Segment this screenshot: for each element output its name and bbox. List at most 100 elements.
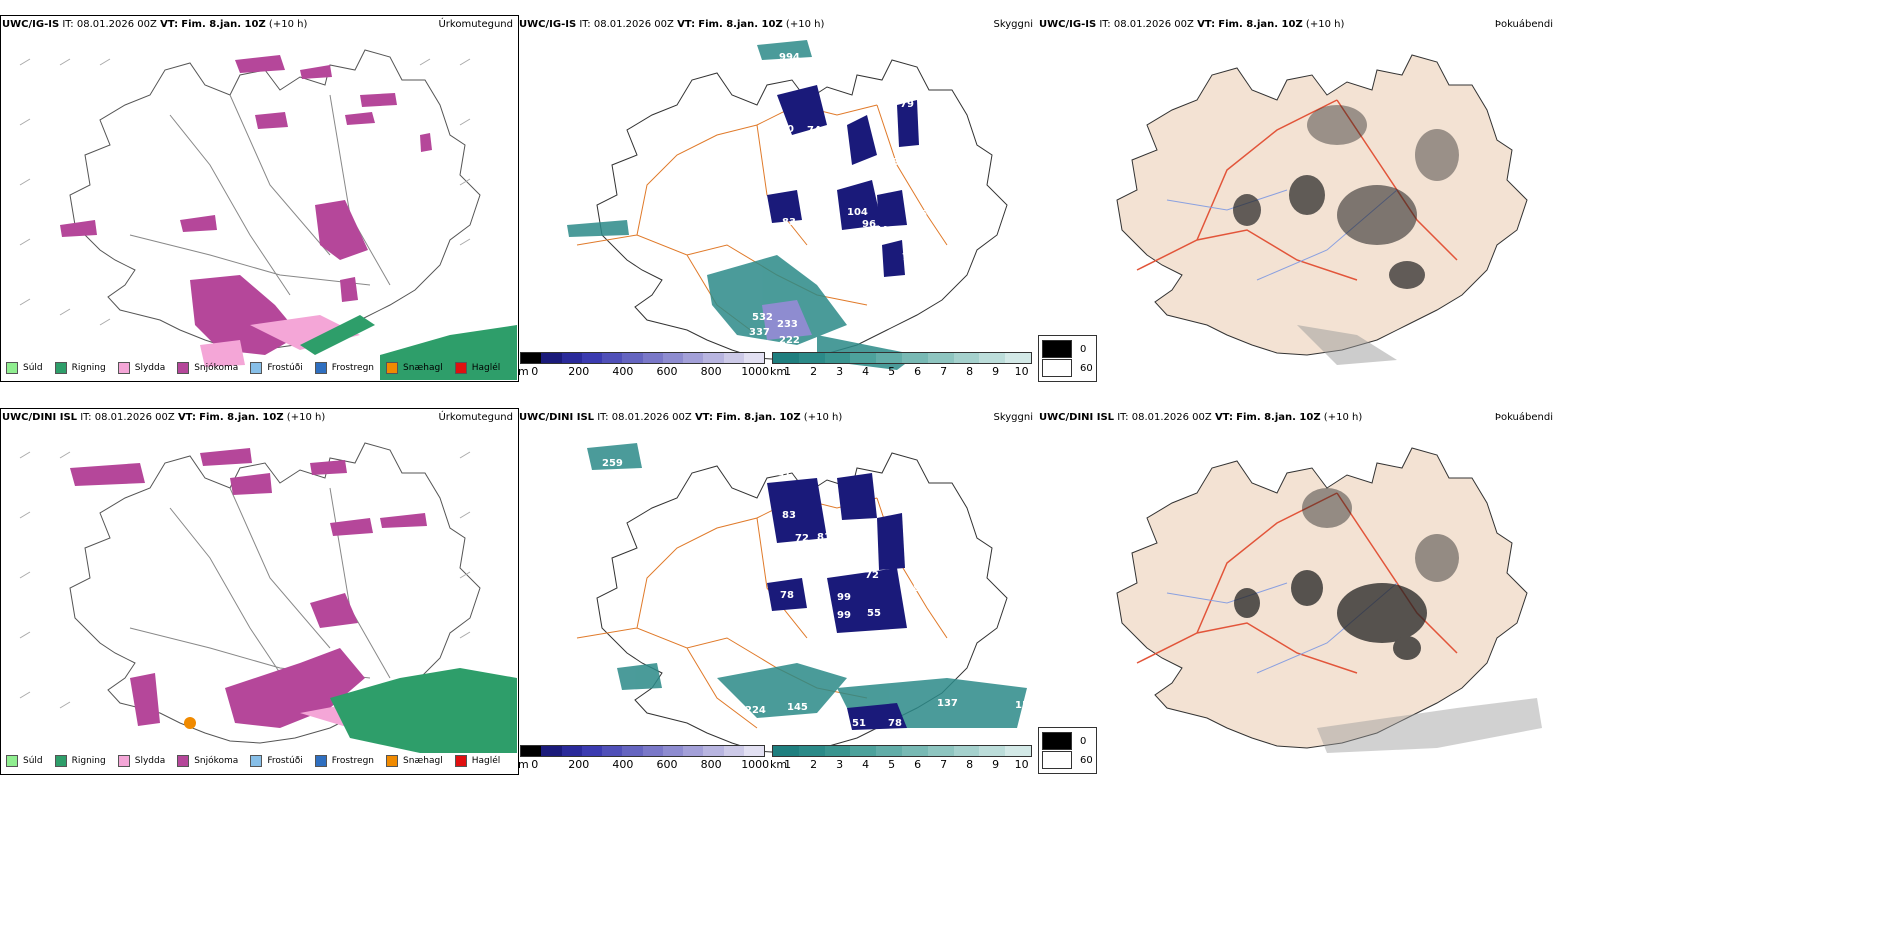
colorbar-cell xyxy=(723,746,744,756)
product-title: Úrkomutegund xyxy=(438,412,513,423)
model-name: UWC/IG-IS xyxy=(1039,19,1097,30)
visibility-value-label: 117 xyxy=(837,229,858,240)
legend-item: Frostúði xyxy=(250,755,303,767)
colorbar-tick: 5 xyxy=(888,365,896,378)
colorbar-cell xyxy=(798,353,825,363)
legend-label: Súld xyxy=(23,363,43,373)
fog-map-1 xyxy=(1116,54,1528,365)
vt-value: Fim. 8.jan. 10Z xyxy=(181,19,266,30)
precip-legend-2: Súld Rigning Slydda Snjókoma Frostúði Frostre… xyxy=(6,755,500,767)
vt-value: Fim. 8.jan. 10Z xyxy=(199,412,284,423)
visibility-value-label: 532 xyxy=(752,312,773,323)
lead-time: (+10 h) xyxy=(785,19,825,30)
colorbar-tick: 600 xyxy=(656,758,678,771)
panel-header-2a: UWC/DINI ISL IT: 08.01.2026 00Z VT: Fim.… xyxy=(2,412,325,423)
visibility-value-label: 145 xyxy=(787,702,808,713)
colorbar-cell xyxy=(521,746,542,756)
visibility-value-label: 72 xyxy=(795,533,809,544)
fog-key-2: 0 60 xyxy=(1038,727,1097,774)
visibility-value-label: 74 xyxy=(874,225,888,236)
visibility-value-label: 86 xyxy=(913,209,927,220)
legend-swatch xyxy=(250,755,263,767)
model-name: UWC/IG-IS xyxy=(519,19,577,30)
visibility-value-label: 233 xyxy=(777,319,798,330)
colorbar-cell xyxy=(561,353,582,363)
colorbar-cell xyxy=(703,353,724,363)
visibility-value-label: 87 xyxy=(913,583,927,594)
colorbar-tick: 200 xyxy=(568,758,590,771)
colorbar-unit: m xyxy=(518,365,529,378)
lead-time: (+10 h) xyxy=(286,412,326,423)
colorbar-cell xyxy=(979,353,1006,363)
lead-time: (+10 h) xyxy=(803,412,843,423)
value-labels-2: 259 91 83 72 81 145 78 99 99 55 72 130 80 87 137 145 51 7… xyxy=(602,458,1036,729)
fog-key-row: 60 xyxy=(1042,359,1093,377)
visibility-value-label: 74 xyxy=(807,125,821,136)
precip-type-map-1 xyxy=(0,15,517,380)
fog-key-label: 60 xyxy=(1080,754,1093,766)
legend-swatch xyxy=(117,755,130,767)
visibility-colorbar-2: km 1 2 3 4 5 6 7 8 9 10 xyxy=(770,745,1032,771)
legend-swatch xyxy=(250,362,263,374)
legend-swatch xyxy=(177,755,190,767)
legend-swatch xyxy=(117,362,130,374)
panel-visibility-2: 259 91 83 72 81 145 78 99 99 55 72 130 80 87 137 145 51 7… xyxy=(517,408,1037,773)
vt-label: VT: xyxy=(177,412,196,423)
model-name: UWC/IG-IS xyxy=(2,19,60,30)
it-label: IT: xyxy=(579,19,591,30)
colorbar-cell xyxy=(850,353,877,363)
panel-header-2c: UWC/DINI ISL IT: 08.01.2026 00Z VT: Fim.… xyxy=(1039,412,1362,423)
model-name: UWC/DINI ISL xyxy=(519,412,595,423)
vt-label: VT: xyxy=(160,19,179,30)
legend-item: Slydda xyxy=(117,755,166,767)
legend-item: Rigning xyxy=(54,755,106,767)
legend-swatch xyxy=(177,362,190,374)
cloudbase-colorbar-1: m 0 200 400 600 800 1000 xyxy=(518,352,769,378)
colorbar-cell xyxy=(901,746,928,756)
precip-legend-1: Súld Rigning Slydda Snjókoma Frostúði Frostre… xyxy=(6,362,500,374)
panel-header-1c: UWC/IG-IS IT: 08.01.2026 00Z VT: Fim. 8.… xyxy=(1039,19,1344,30)
legend-label: Frostregn xyxy=(331,756,375,766)
colorbar-tick: 10 xyxy=(1014,758,1029,771)
colorbar-cell xyxy=(824,746,851,756)
visibility-value-label: 137 xyxy=(937,698,958,709)
colorbar-cell xyxy=(901,353,928,363)
visibility-value-label: 80 xyxy=(872,662,886,673)
visibility-value-label: 91 xyxy=(777,470,791,481)
visibility-value-label: 104 xyxy=(847,207,868,218)
colorbar-tick: 9 xyxy=(992,365,1000,378)
panel-header-1a: UWC/IG-IS IT: 08.01.2026 00Z VT: Fim. 8.… xyxy=(2,19,307,30)
colorbar-unit: m xyxy=(518,758,529,771)
colorbar-cell xyxy=(662,746,683,756)
legend-swatch xyxy=(314,755,327,767)
colorbar-tick: 0 xyxy=(531,365,539,378)
vt-value: Fim. 8.jan. 10Z xyxy=(1218,19,1303,30)
fog-key-swatch xyxy=(1042,340,1072,358)
colorbar-cell xyxy=(541,746,562,756)
cloudbase-bar xyxy=(520,352,765,364)
legend-swatch xyxy=(6,362,18,374)
legend-item: Súld xyxy=(6,755,43,767)
visibility-colorbar-1: km 1 2 3 4 5 6 7 8 9 10 xyxy=(770,352,1032,378)
it-value: 08.01.2026 00Z xyxy=(94,412,175,423)
colorbar-cell xyxy=(683,353,704,363)
vt-label: VT: xyxy=(677,19,696,30)
product-title: Þokuábendi xyxy=(1494,412,1553,423)
legend-label: Rigning xyxy=(71,363,106,373)
legend-item: Rigning xyxy=(54,362,106,374)
colorbar-cell xyxy=(521,353,542,363)
colorbar-tick: 8 xyxy=(966,758,974,771)
colorbar-tick: 1 xyxy=(784,758,792,771)
colorbar-cell xyxy=(927,746,954,756)
visibility-ticks: km 1 2 3 4 5 6 7 8 9 10 xyxy=(770,757,1032,771)
fog-key-row: 60 xyxy=(1042,751,1093,769)
legend-label: Slydda xyxy=(134,756,166,766)
it-label: IT: xyxy=(597,412,609,423)
visibility-value-label: 145 xyxy=(842,534,863,545)
legend-swatch xyxy=(54,362,67,374)
fog-map-2 xyxy=(1116,447,1542,753)
visibility-value-label: 73 xyxy=(872,172,886,183)
colorbar-cell xyxy=(927,353,954,363)
legend-label: Rigning xyxy=(71,756,106,766)
visibility-value-label: 80 xyxy=(780,124,794,135)
